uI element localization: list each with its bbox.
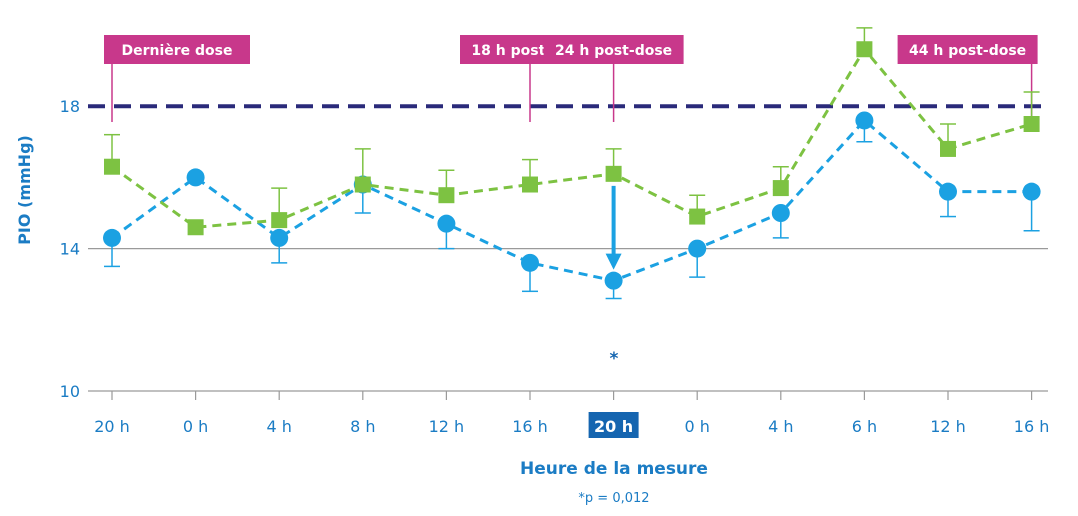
x-tick-label: 4 h [266, 417, 291, 436]
x-tick-label: 0 h [684, 417, 709, 436]
y-tick-label: 18 [60, 97, 80, 116]
point-square [689, 208, 706, 225]
x-tick-label: 12 h [930, 417, 966, 436]
point-circle [270, 228, 289, 247]
x-tick-highlight-box [588, 412, 639, 438]
point-circle [688, 239, 707, 258]
significance-arrow-head [605, 253, 622, 270]
point-circle [771, 204, 790, 222]
x-tick-label: 8 h [350, 417, 375, 436]
point-square [605, 165, 622, 182]
annotation-box [104, 35, 250, 64]
point-circle [939, 182, 957, 201]
annotation-label: 24 h post-dose [555, 43, 672, 59]
x-tick-label: 16 h [1014, 417, 1050, 436]
series-line-square [111, 46, 1033, 229]
x-tick-label: 20 h [594, 417, 633, 436]
point-square [438, 187, 455, 204]
point-circle [521, 253, 539, 272]
point-square [104, 158, 120, 175]
x-tick-label: 6 h [852, 417, 877, 436]
point-square [522, 176, 538, 193]
y-tick-label: 10 [60, 382, 80, 401]
point-circle [437, 214, 456, 233]
x-tick-label: 0 h [183, 417, 208, 436]
point-square [1023, 116, 1040, 132]
point-circle [604, 271, 623, 290]
y-tick-label: 14 [60, 240, 80, 259]
annotation-box [543, 35, 684, 64]
point-circle [186, 168, 205, 187]
x-tick-label: 16 h [512, 417, 548, 436]
x-tick-label: 4 h [768, 417, 793, 436]
point-square [271, 212, 288, 229]
point-square [940, 140, 956, 157]
labels-layer: PIO (mmHg) Heure de la mesure *p = 0,012… [15, 135, 708, 506]
x-tick-label: 20 h [94, 417, 130, 436]
point-square [856, 41, 873, 58]
y-axis-label: PIO (mmHg) [15, 135, 34, 245]
series-line-circle [111, 118, 1032, 283]
point-circle [855, 111, 874, 130]
point-circle [103, 228, 121, 247]
x-axis-label: Heure de la mesure [520, 459, 708, 479]
annotation-label: Dernière dose [121, 43, 232, 59]
point-square [187, 219, 204, 236]
annotation-box [897, 35, 1038, 64]
annotation-label: 44 h post-dose [909, 43, 1026, 59]
point-circle [1022, 182, 1041, 201]
axes: 10 14 18 20 h 0 h 4 h 8 h 12 h 16 h 20 h 0 h 4 h 6 h… [60, 97, 1050, 438]
x-tick-label: 12 h [429, 417, 465, 436]
point-square [772, 180, 789, 197]
significance-marker: * [610, 349, 619, 369]
series-layer [103, 27, 1041, 300]
point-square [354, 176, 371, 193]
significance-note: *p = 0,012 [578, 491, 649, 506]
